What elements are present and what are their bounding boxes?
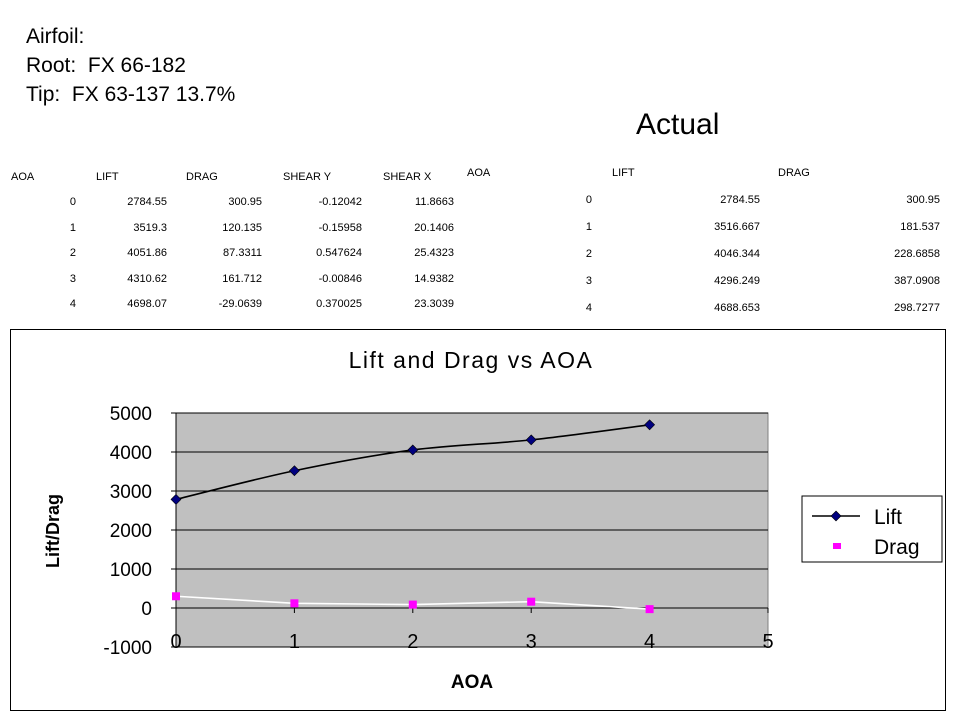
actual-title: Actual [636, 108, 720, 141]
x-tick-label: 2 [407, 631, 418, 653]
table-cell: 300.95 [906, 194, 940, 206]
y-tick-label: 1000 [110, 560, 152, 581]
table-cell: 20.1406 [414, 221, 454, 234]
table-cell: 3519.3 [133, 221, 167, 234]
table-cell: 1 [69, 221, 76, 234]
table-cell: 23.3039 [414, 298, 454, 310]
table-cell: 0 [585, 194, 592, 206]
y-axis-label: Lift/Drag [43, 494, 63, 568]
x-tick-label: 5 [762, 631, 773, 653]
table-cell: 4 [585, 302, 592, 314]
table-cell: 0 [69, 196, 76, 208]
table-cell: 4296.249 [714, 275, 760, 287]
table-cell: 3516.667 [714, 221, 760, 233]
table-cell: 4051.86 [127, 247, 167, 259]
table-cell: 4698.07 [127, 298, 167, 310]
chart-frame: -1000 0 1000 2000 3000 4000 5000 0 1 2 3 4 5 Lift and… [10, 329, 946, 711]
column-header: DRAG [778, 167, 810, 179]
legend-marker-drag [833, 543, 841, 549]
computed-table: AOA LIFT DRAG SHEAR Y SHEAR X 0 2784.55 300.95 -… [0, 0, 470, 330]
column-header: AOA [11, 171, 35, 183]
x-tick-label: 3 [526, 631, 537, 653]
table-cell: 228.6858 [894, 248, 940, 260]
tip-airfoil: Tip: FX 63-137 13.7% [26, 83, 236, 106]
actual-table: AOA LIFT DRAG 0 2784.55 300.95 1 3516.667 181.53… [0, 0, 950, 330]
airfoil-label: Airfoil: [26, 25, 85, 48]
lift-point [170, 493, 182, 505]
table-cell: 298.7277 [894, 302, 940, 314]
column-header: SHEAR X [383, 171, 432, 183]
legend-label-drag: Drag [874, 536, 920, 559]
legend-marker-lift [830, 510, 842, 522]
root-airfoil: Root: FX 66-182 [26, 54, 186, 77]
y-tick-label: 0 [141, 599, 152, 620]
table-cell: 387.0908 [894, 275, 940, 287]
y-tick-label: 5000 [110, 404, 152, 425]
table-cell: 2 [69, 247, 76, 259]
table-cell: 4 [69, 298, 76, 310]
drag-point [290, 599, 299, 608]
lift-drag-chart: -1000 0 1000 2000 3000 4000 5000 0 1 2 3 4 5 Lift and… [43, 347, 943, 693]
column-header: AOA [467, 167, 491, 179]
lift-point [525, 434, 537, 446]
table-cell: 11.8663 [415, 196, 454, 208]
chart-title: Lift and Drag vs AOA [349, 347, 594, 373]
table-cell: 2784.55 [127, 196, 167, 208]
table-cell: 0.370025 [316, 298, 362, 310]
table-cell: 14.9382 [414, 272, 454, 285]
y-tick-label: 2000 [110, 521, 152, 542]
table-cell: 181.537 [900, 221, 940, 233]
lift-point [288, 465, 300, 477]
table-cell: 0.547624 [316, 247, 362, 259]
lift-point [407, 444, 419, 456]
column-header: LIFT [612, 167, 635, 179]
table-cell: 3 [585, 275, 592, 287]
table-cell: -0.15958 [318, 221, 362, 234]
table-cell: 120.135 [222, 221, 262, 234]
table-cell: 4046.344 [714, 248, 760, 260]
table-cell: 2 [585, 248, 592, 260]
table-cell: -0.00846 [318, 272, 362, 285]
x-axis-label: AOA [451, 672, 494, 693]
table-cell: 4688.653 [714, 302, 760, 314]
table-cell: 25.4323 [414, 247, 454, 259]
y-tick-label: 4000 [110, 443, 152, 464]
table-cell: 87.3311 [223, 247, 262, 259]
table-cell: 161.712 [222, 272, 262, 285]
table-cell: 1 [585, 221, 592, 233]
table-cell: -0.12042 [318, 196, 362, 208]
legend-box [801, 495, 943, 563]
x-tick-label: 0 [170, 631, 181, 653]
column-header: LIFT [96, 171, 119, 183]
y-tick-label: 3000 [110, 482, 152, 503]
column-header: DRAG [186, 171, 218, 183]
table-cell: 3 [69, 272, 76, 285]
legend-label-lift: Lift [874, 506, 902, 529]
airfoil-heading: Airfoil: Root: FX 66-182 Tip: FX 63-137 … [26, 22, 235, 109]
x-tick-label: 4 [644, 631, 655, 653]
table-cell: 300.95 [228, 196, 262, 208]
drag-point [527, 597, 536, 606]
drag-point [645, 605, 654, 614]
lift-point [644, 419, 656, 431]
y-tick-label: -1000 [103, 638, 152, 659]
table-cell: 2784.55 [720, 194, 760, 206]
x-tick-label: 1 [289, 631, 300, 653]
table-cell: 4310.62 [127, 272, 167, 285]
drag-point [408, 600, 417, 609]
drag-point [172, 592, 180, 601]
column-header: SHEAR Y [283, 171, 332, 183]
table-cell: -29.0639 [218, 298, 262, 310]
